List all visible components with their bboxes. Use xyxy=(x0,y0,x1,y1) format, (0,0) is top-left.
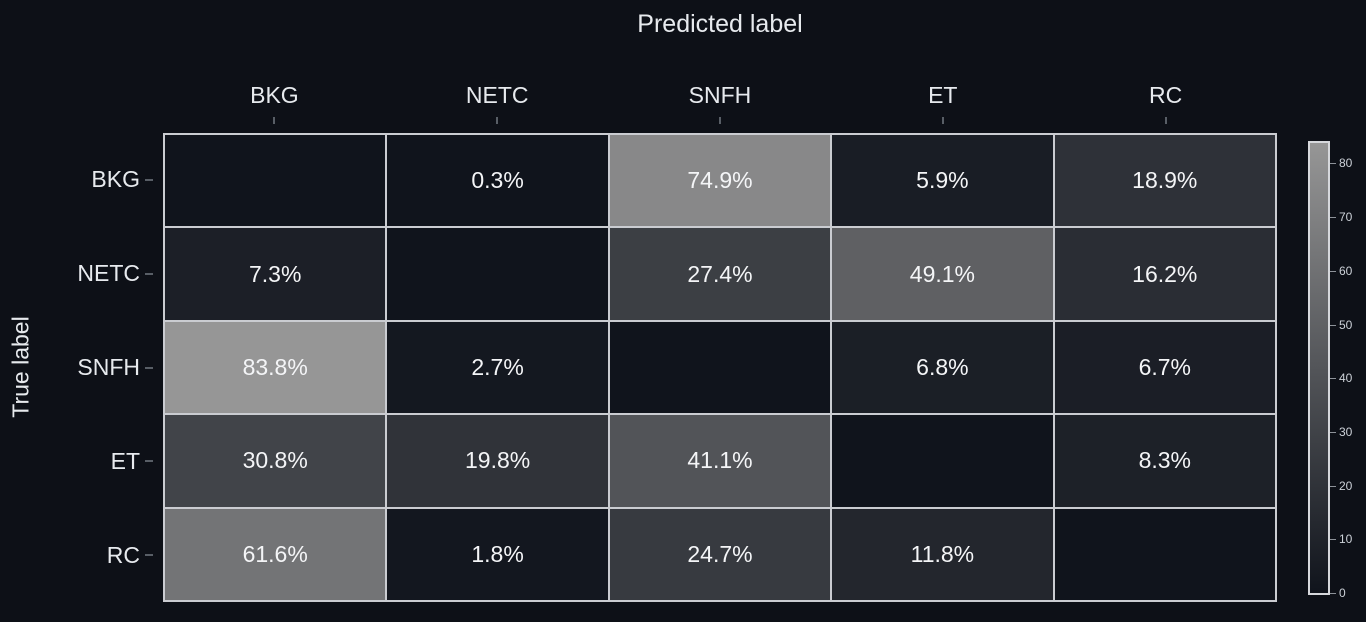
colorbar-tick-label: 0 xyxy=(1339,586,1346,600)
colorbar-tick-label: 50 xyxy=(1339,317,1353,332)
column-header: NETC xyxy=(465,82,529,108)
colorbar-tick-label: 80 xyxy=(1339,156,1353,171)
x-axis-tick xyxy=(496,117,499,124)
colorbar-tick xyxy=(1330,431,1336,433)
chart-title: Predicted label xyxy=(637,10,803,38)
column-header: RC xyxy=(1148,82,1183,108)
row-header: BKG xyxy=(91,166,140,193)
x-axis-tick xyxy=(719,117,721,124)
matrix-cell: 5.9% xyxy=(832,135,1053,227)
matrix-cell xyxy=(1054,508,1275,600)
colorbar-tick xyxy=(1330,593,1336,594)
matrix-cell: 2.7% xyxy=(387,321,608,414)
matrix-cell: 49.1% xyxy=(832,228,1053,320)
matrix-cell: 18.9% xyxy=(1054,135,1275,227)
colorbar-tick-label: 30 xyxy=(1339,424,1353,439)
x-axis-tick xyxy=(941,117,944,124)
matrix-cell xyxy=(832,415,1053,507)
row-header: ET xyxy=(110,447,140,474)
x-axis-tick xyxy=(1164,117,1167,124)
colorbar-tick xyxy=(1330,163,1336,165)
y-axis-tick xyxy=(145,178,153,181)
matrix-cell: 27.4% xyxy=(609,228,831,320)
colorbar-tick-label: 10 xyxy=(1339,532,1353,547)
x-axis-tick xyxy=(273,117,276,124)
colorbar-tick xyxy=(1330,485,1336,487)
matrix-cell: 11.8% xyxy=(832,508,1053,600)
matrix-cell: 30.8% xyxy=(165,415,386,507)
y-axis-tick xyxy=(145,366,153,369)
matrix-cell: 16.2% xyxy=(1054,228,1275,320)
colorbar-tick-label: 70 xyxy=(1339,210,1353,225)
colorbar-tick xyxy=(1330,270,1336,272)
colorbar-tick xyxy=(1330,539,1336,541)
matrix-cell: 74.9% xyxy=(609,135,831,227)
matrix-cell: 6.8% xyxy=(832,321,1053,414)
matrix-cell: 0.3% xyxy=(387,135,608,227)
y-axis-tick xyxy=(145,272,153,275)
matrix-cell: 19.8% xyxy=(387,415,608,507)
colorbar-tick xyxy=(1330,217,1336,219)
matrix-cell: 41.1% xyxy=(609,415,831,507)
y-axis-label: True label xyxy=(7,316,34,418)
heatmap-grid: 0.3% 74.9% 5.9% 18.9% 7.3% 27.4% 49.1% 16.2% 83.… xyxy=(163,133,1277,602)
matrix-cell: 8.3% xyxy=(1054,415,1275,507)
y-axis-tick xyxy=(145,554,153,557)
matrix-cell: 24.7% xyxy=(609,508,831,600)
colorbar-tick-label: 40 xyxy=(1339,371,1353,386)
colorbar-gradient xyxy=(1310,143,1328,593)
row-label-column: BKG NETC SNFH ET RC xyxy=(0,133,140,602)
colorbar-tick-label: 60 xyxy=(1339,263,1353,278)
row-header: NETC xyxy=(77,260,140,287)
row-header: SNFH xyxy=(77,353,140,380)
colorbar-tick-label: 20 xyxy=(1339,478,1353,493)
matrix-cell xyxy=(165,135,386,227)
column-header: SNFH xyxy=(688,82,752,108)
column-header: BKG xyxy=(250,82,299,108)
column-header: ET xyxy=(928,82,958,108)
matrix-cell: 6.7% xyxy=(1054,321,1275,414)
matrix-cell: 61.6% xyxy=(165,508,386,600)
colorbar-tick xyxy=(1330,324,1336,326)
matrix-cell: 83.8% xyxy=(165,321,386,414)
matrix-cell xyxy=(609,321,831,414)
matrix-cell: 7.3% xyxy=(165,228,386,320)
y-axis-tick xyxy=(145,460,153,463)
matrix-cell xyxy=(387,228,608,320)
colorbar xyxy=(1308,141,1330,595)
colorbar-tick xyxy=(1330,378,1336,380)
row-header: RC xyxy=(106,541,140,568)
matrix-cell: 1.8% xyxy=(387,508,608,600)
column-header-row: BKG NETC SNFH ET RC xyxy=(163,78,1277,112)
